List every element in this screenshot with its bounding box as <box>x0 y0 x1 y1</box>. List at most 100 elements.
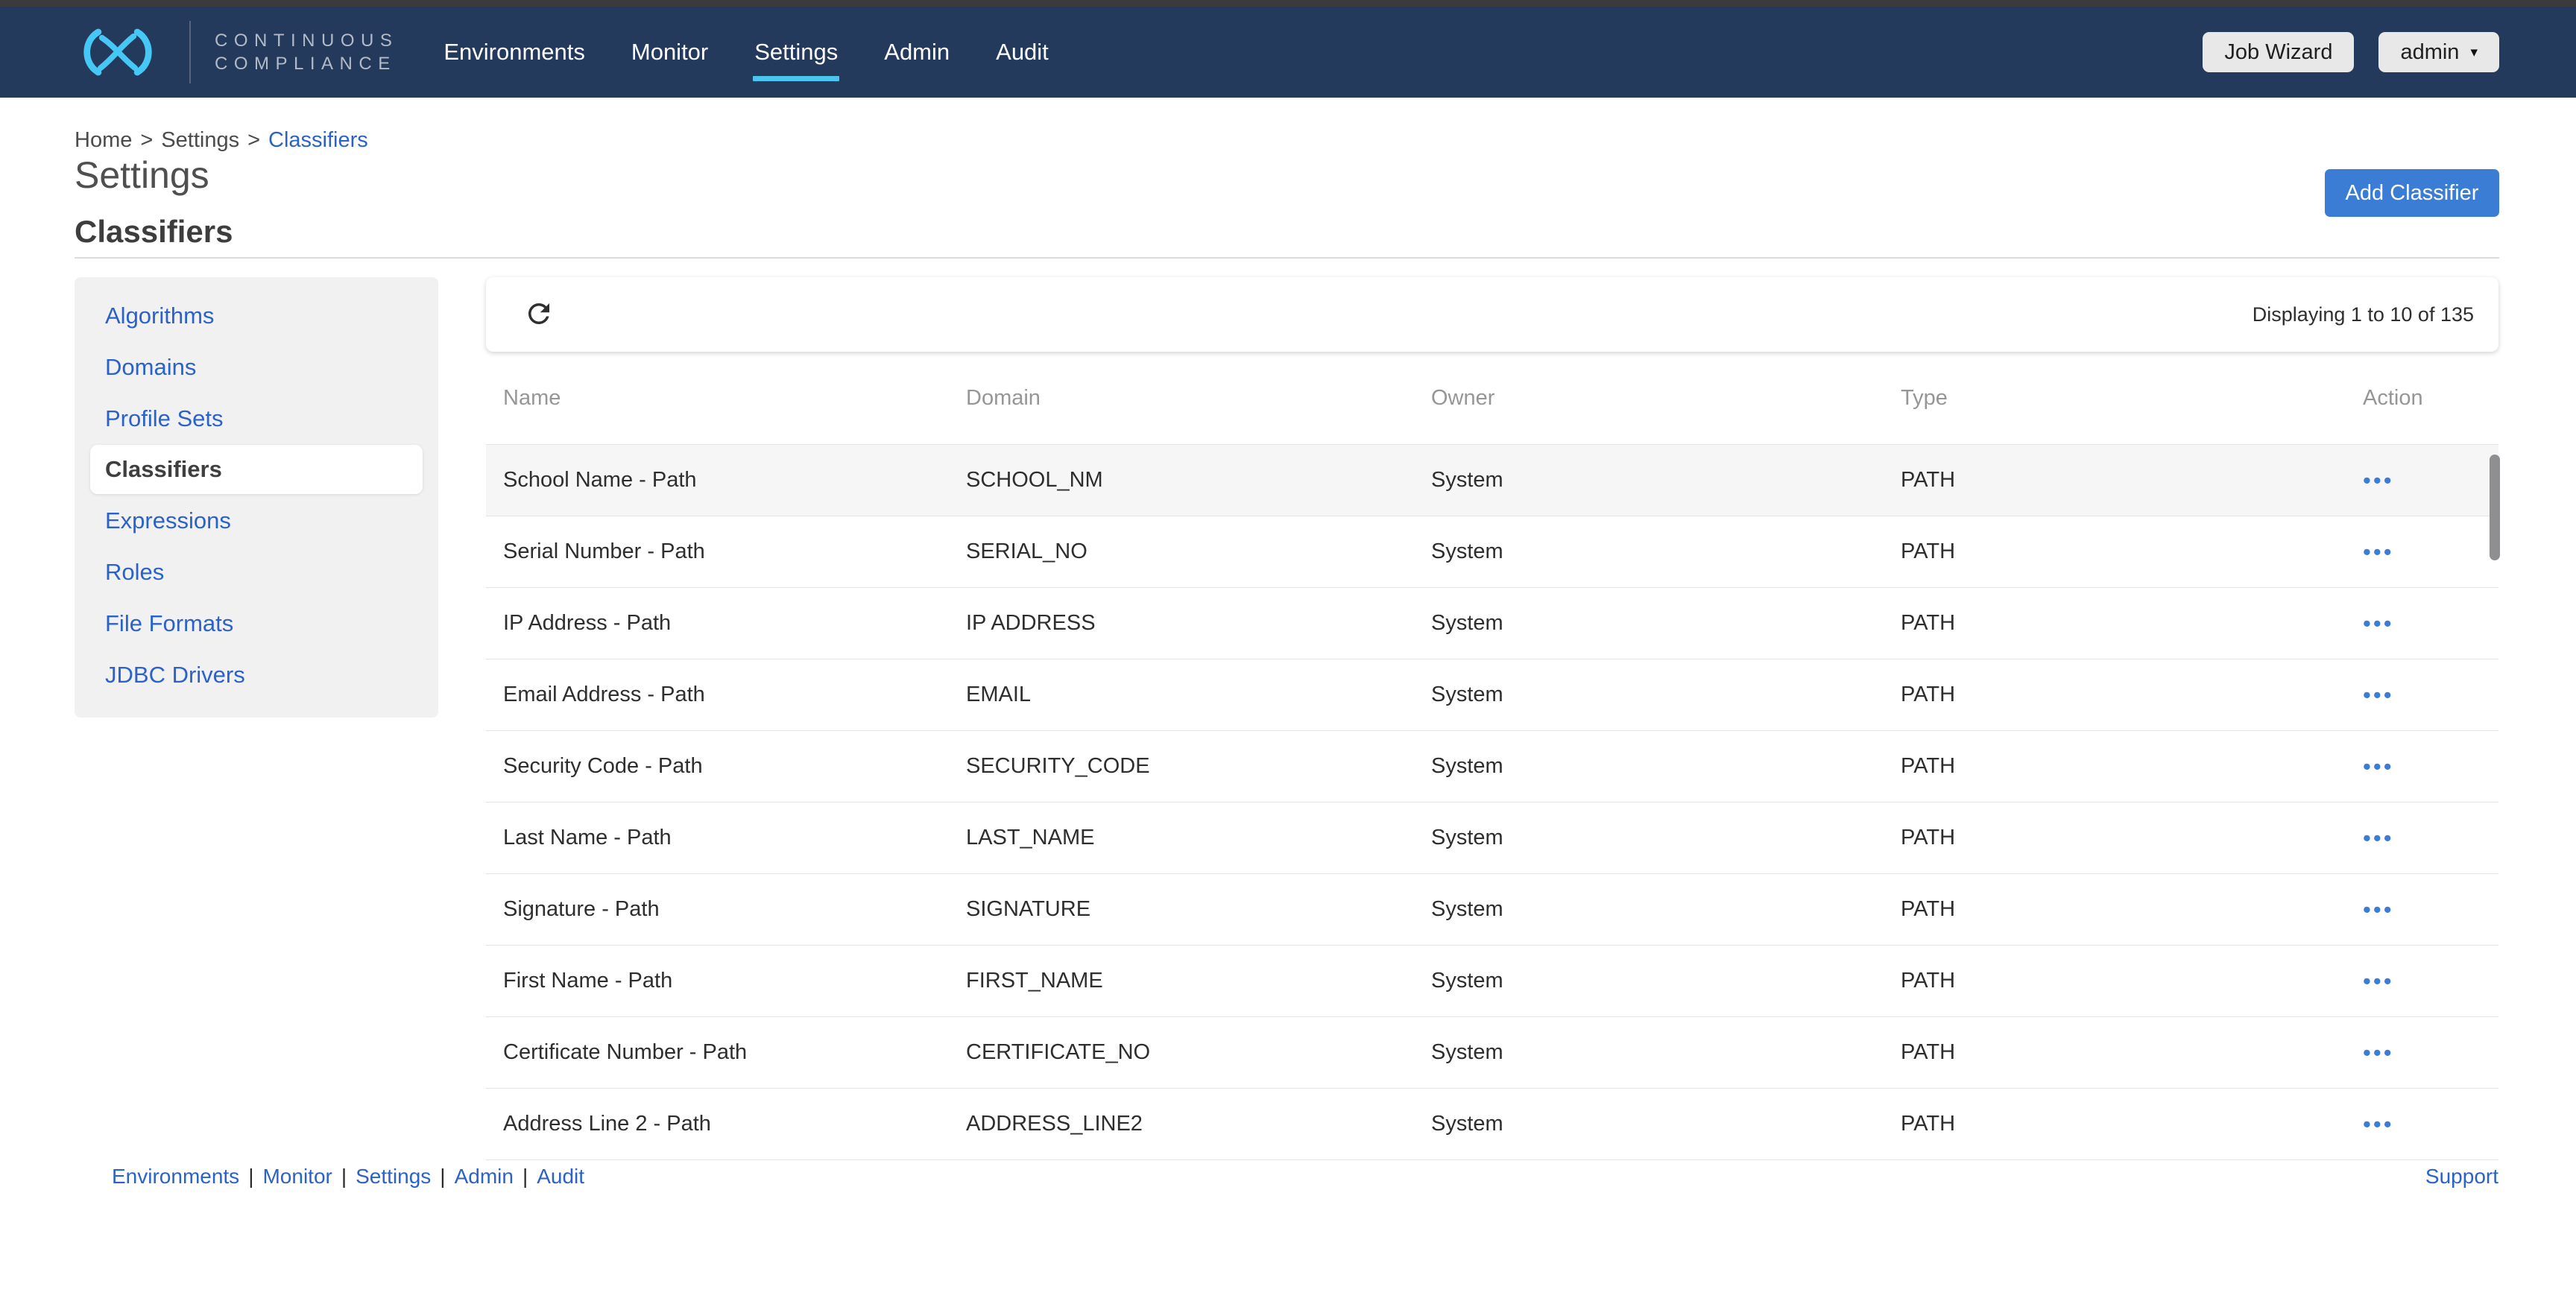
cell-type: PATH <box>1901 539 1956 563</box>
row-actions-button[interactable]: ••• <box>2346 469 2498 492</box>
ellipsis-icon: ••• <box>2363 610 2394 636</box>
job-wizard-button[interactable]: Job Wizard <box>2203 32 2355 72</box>
cell-name: Security Code - Path <box>503 754 703 778</box>
cell-domain: SERIAL_NO <box>966 539 1087 563</box>
table-row[interactable]: Serial Number - Path SERIAL_NO System PATH •… <box>486 516 2498 588</box>
column-header-domain: Domain <box>966 385 1041 410</box>
row-actions-button[interactable]: ••• <box>2346 683 2498 706</box>
nav-item-settings[interactable]: Settings <box>753 39 840 81</box>
sidebar-item-expressions[interactable]: Expressions <box>75 495 438 546</box>
cell-domain: SECURITY_CODE <box>966 754 1150 778</box>
nav-item-environments[interactable]: Environments <box>443 39 585 66</box>
sidebar-item-classifiers[interactable]: Classifiers <box>90 445 423 494</box>
sidebar-item-label: Classifiers <box>105 456 222 482</box>
cell-owner: System <box>1431 1040 1503 1064</box>
row-actions-button[interactable]: ••• <box>2346 969 2498 993</box>
footer-link-environments[interactable]: Environments <box>112 1165 240 1188</box>
cell-name: IP Address - Path <box>503 611 672 635</box>
cell-domain: ADDRESS_LINE2 <box>966 1112 1143 1136</box>
column-header-type: Type <box>1901 385 1948 410</box>
navbar-right: Job Wizard admin ▾ <box>2203 32 2499 72</box>
breadcrumb-item-settings[interactable]: Settings <box>161 128 240 152</box>
pagination-status: Displaying 1 to 10 of 135 <box>2252 303 2474 326</box>
cell-domain: FIRST_NAME <box>966 969 1103 993</box>
ellipsis-icon: ••• <box>2363 825 2394 851</box>
job-wizard-label: Job Wizard <box>2224 39 2333 64</box>
footer-link-settings[interactable]: Settings <box>356 1165 432 1188</box>
breadcrumb-item-classifiers[interactable]: Classifiers <box>268 128 368 152</box>
sidebar-item-jdbc-drivers[interactable]: JDBC Drivers <box>75 649 438 700</box>
row-actions-button[interactable]: ••• <box>2346 540 2498 563</box>
breadcrumb-item-home[interactable]: Home <box>75 128 133 152</box>
cell-owner: System <box>1431 468 1503 492</box>
nav-item-label: Audit <box>996 39 1049 65</box>
cell-name: Last Name - Path <box>503 826 672 849</box>
add-classifier-button[interactable]: Add Classifier <box>2325 169 2499 217</box>
page-title: Settings <box>75 154 209 196</box>
footer-link-audit[interactable]: Audit <box>537 1165 585 1188</box>
cell-owner: System <box>1431 969 1503 993</box>
ellipsis-icon: ••• <box>2363 968 2394 994</box>
table-row[interactable]: Address Line 2 - Path ADDRESS_LINE2 System… <box>486 1089 2498 1160</box>
cell-type: PATH <box>1901 683 1956 706</box>
row-actions-button[interactable]: ••• <box>2346 1113 2498 1136</box>
sidebar-item-roles[interactable]: Roles <box>75 546 438 598</box>
breadcrumb: Home > Settings > Classifiers <box>75 128 368 153</box>
ellipsis-icon: ••• <box>2363 539 2394 565</box>
chevron-down-icon: ▾ <box>2470 44 2478 60</box>
nav-item-label: Environments <box>443 39 585 65</box>
table-row[interactable]: Last Name - Path LAST_NAME System PATH ••• <box>486 803 2498 874</box>
nav-item-audit[interactable]: Audit <box>996 39 1049 66</box>
row-actions-button[interactable]: ••• <box>2346 755 2498 778</box>
footer-link-admin[interactable]: Admin <box>454 1165 514 1188</box>
sidebar-item-profile-sets[interactable]: Profile Sets <box>75 393 438 444</box>
sidebar-item-algorithms[interactable]: Algorithms <box>75 290 438 341</box>
main-nav: Environments Monitor Settings Admin Audit <box>443 39 1049 81</box>
vertical-scrollbar-thumb[interactable] <box>2490 455 2500 560</box>
footer-separator: | <box>522 1165 528 1188</box>
ellipsis-icon: ••• <box>2363 1039 2394 1066</box>
brand-line-1: CONTINUOUS <box>215 31 399 51</box>
footer-link-monitor[interactable]: Monitor <box>262 1165 332 1188</box>
table-row[interactable]: Email Address - Path EMAIL System PATH ••• <box>486 659 2498 731</box>
cell-type: PATH <box>1901 897 1956 921</box>
table-row[interactable]: School Name - Path SCHOOL_NM System PATH ••• <box>486 445 2498 516</box>
ellipsis-icon: ••• <box>2363 1111 2394 1137</box>
sidebar-item-file-formats[interactable]: File Formats <box>75 598 438 649</box>
cell-domain: EMAIL <box>966 683 1032 706</box>
cell-owner: System <box>1431 826 1503 849</box>
table-row[interactable]: IP Address - Path IP ADDRESS System PATH ••• <box>486 588 2498 659</box>
footer-separator: | <box>440 1165 446 1188</box>
table-header-row: Name Domain Owner Type Action <box>486 352 2498 445</box>
nav-item-label: Settings <box>754 39 839 65</box>
breadcrumb-separator: > <box>247 128 261 152</box>
table-body: School Name - Path SCHOOL_NM System PATH •••… <box>486 445 2498 1160</box>
refresh-button[interactable] <box>522 297 556 332</box>
table-row[interactable]: First Name - Path FIRST_NAME System PATH ••• <box>486 946 2498 1017</box>
cell-type: PATH <box>1901 826 1956 849</box>
sidebar-item-domains[interactable]: Domains <box>75 341 438 393</box>
cell-domain: CERTIFICATE_NO <box>966 1040 1151 1064</box>
sidebar-item-label: Profile Sets <box>105 405 224 431</box>
brand-text: CONTINUOUS COMPLIANCE <box>215 29 398 75</box>
cell-type: PATH <box>1901 1040 1956 1064</box>
footer-separator: | <box>341 1165 347 1188</box>
nav-item-monitor[interactable]: Monitor <box>631 39 708 66</box>
cell-type: PATH <box>1901 468 1956 492</box>
row-actions-button[interactable]: ••• <box>2346 612 2498 635</box>
cell-domain: SCHOOL_NM <box>966 468 1103 492</box>
nav-item-admin[interactable]: Admin <box>884 39 950 66</box>
column-header-action: Action <box>2363 385 2423 410</box>
user-menu-button[interactable]: admin ▾ <box>2378 32 2499 72</box>
support-link[interactable]: Support <box>2425 1165 2498 1188</box>
nav-item-label: Admin <box>884 39 950 65</box>
row-actions-button[interactable]: ••• <box>2346 898 2498 921</box>
row-actions-button[interactable]: ••• <box>2346 1041 2498 1064</box>
table-row[interactable]: Certificate Number - Path CERTIFICATE_NO S… <box>486 1017 2498 1089</box>
continuous-compliance-logo-icon <box>83 28 152 76</box>
table-row[interactable]: Signature - Path SIGNATURE System PATH ••• <box>486 874 2498 946</box>
cell-owner: System <box>1431 683 1503 706</box>
cell-name: Email Address - Path <box>503 683 705 706</box>
table-row[interactable]: Security Code - Path SECURITY_CODE System P… <box>486 731 2498 803</box>
row-actions-button[interactable]: ••• <box>2346 826 2498 849</box>
